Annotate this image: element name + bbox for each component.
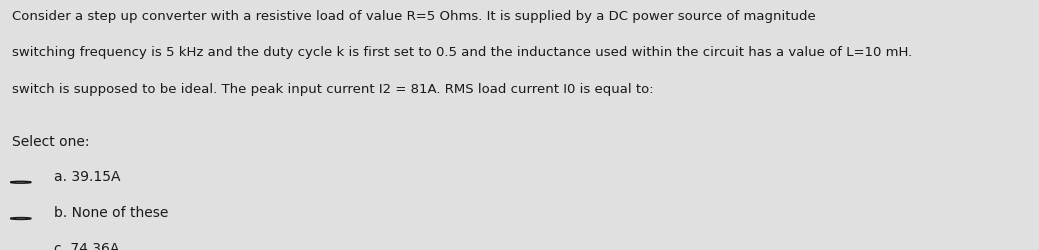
Text: switching frequency is 5 kHz and the duty cycle k is first set to 0.5 and the in: switching frequency is 5 kHz and the dut… bbox=[12, 46, 917, 59]
Text: switch is supposed to be ideal. The peak input current I2 = 81A. RMS load curren: switch is supposed to be ideal. The peak… bbox=[12, 82, 655, 96]
Text: a. 39.15A: a. 39.15A bbox=[54, 170, 121, 183]
Text: Consider a step up converter with a resistive load of value R=5 Ohms. It is supp: Consider a step up converter with a resi… bbox=[12, 10, 821, 23]
Text: b. None of these: b. None of these bbox=[54, 206, 168, 220]
Text: Select one:: Select one: bbox=[12, 135, 90, 149]
Text: c. 74.36A: c. 74.36A bbox=[54, 242, 119, 250]
